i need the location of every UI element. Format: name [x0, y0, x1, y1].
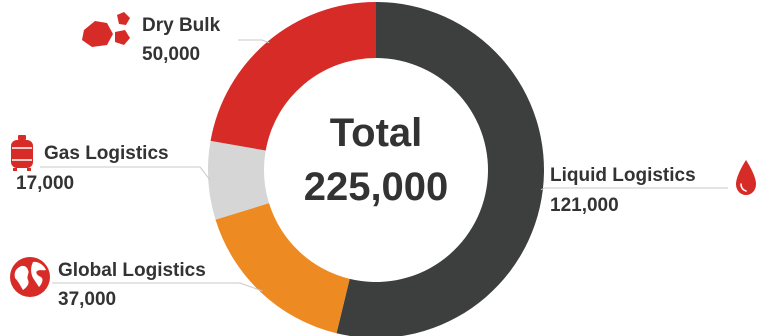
- slice-name: Dry Bulk: [142, 15, 221, 36]
- rocks-icon: [82, 12, 130, 47]
- total-label: Total: [330, 111, 423, 155]
- slice-liquid-logistics: [336, 2, 544, 336]
- slice-value: 17,000: [16, 173, 74, 194]
- slice-label-liquid-logistics: Liquid Logistics 121,000: [550, 160, 756, 216]
- slice-dry-bulk: [210, 2, 376, 151]
- globe-icon: [10, 257, 50, 297]
- leader-lines: [40, 39, 728, 292]
- slice-value: 50,000: [142, 44, 200, 65]
- slice-name: Global Logistics: [58, 260, 206, 281]
- leader-line-dry-bulk: [238, 39, 270, 44]
- leader-line-gas-logistics: [40, 166, 211, 181]
- gas-cylinder-icon: [11, 135, 33, 171]
- slice-global-logistics: [215, 203, 350, 334]
- slice-name: Liquid Logistics: [550, 165, 696, 186]
- slice-name: Gas Logistics: [44, 143, 169, 164]
- leader-line-global-logistics: [52, 282, 263, 292]
- slice-label-gas-logistics: Gas Logistics 17,000: [11, 135, 169, 194]
- drop-icon: [736, 160, 756, 195]
- total-value: 225,000: [304, 165, 449, 209]
- slice-value: 37,000: [58, 289, 116, 310]
- donut-slices: [207, 2, 544, 336]
- slice-label-global-logistics: Global Logistics 37,000: [10, 257, 206, 310]
- slice-gas-logistics: [207, 140, 270, 220]
- slice-value: 121,000: [550, 195, 619, 216]
- leader-line-liquid-logistics: [540, 187, 728, 191]
- slice-label-dry-bulk: Dry Bulk 50,000: [82, 12, 221, 65]
